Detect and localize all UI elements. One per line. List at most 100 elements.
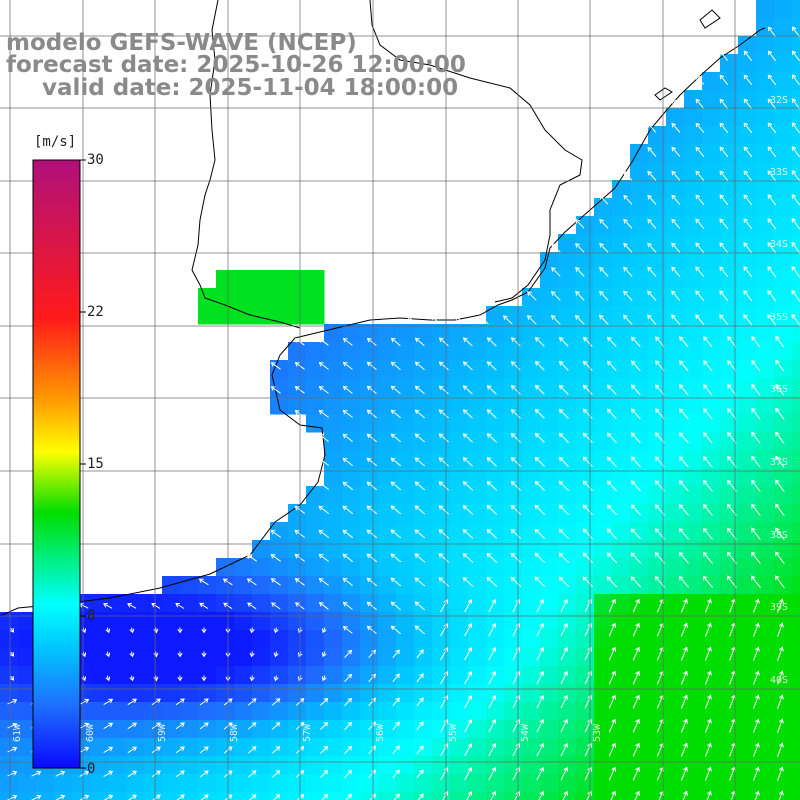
- wind-cell: [288, 270, 307, 289]
- wind-cell: [702, 486, 721, 505]
- wind-arrow: [390, 337, 401, 347]
- wind-cell: [774, 126, 793, 145]
- wind-cell: [792, 144, 800, 163]
- wind-cell: [756, 450, 775, 469]
- wind-arrow: [704, 622, 712, 637]
- wind-cell: [738, 522, 757, 541]
- wind-cell: [216, 270, 235, 289]
- wind-arrow: [414, 337, 425, 347]
- wind-arrow: [105, 627, 111, 634]
- wind-cell: [450, 594, 469, 613]
- wind-cell: [324, 414, 343, 433]
- wind-arrow: [558, 456, 569, 467]
- wind-arrow: [462, 577, 474, 587]
- lat-label: 40S: [770, 675, 789, 686]
- wind-cell: [702, 144, 721, 163]
- wind-cell: [792, 108, 800, 127]
- wind-cell: [378, 486, 397, 505]
- wind-cell: [612, 648, 631, 667]
- wind-arrow: [392, 769, 400, 779]
- wind-cell: [720, 558, 739, 577]
- wind-cell: [468, 342, 487, 361]
- wind-cell: [612, 414, 631, 433]
- wind-cell: [702, 540, 721, 559]
- wind-cell: [576, 792, 595, 800]
- wind-arrow: [583, 336, 593, 347]
- wind-cell: [324, 432, 343, 451]
- wind-arrow: [791, 74, 800, 86]
- wind-cell: [558, 612, 577, 631]
- wind-cell: [306, 774, 325, 793]
- wind-cell: [612, 756, 631, 775]
- wind-arrow: [703, 431, 713, 444]
- wind-cell: [576, 684, 595, 703]
- wind-arrow: [680, 694, 688, 709]
- wind-cell: [342, 450, 361, 469]
- wind-cell: [756, 468, 775, 487]
- wind-arrow: [536, 670, 544, 685]
- wind-cell: [252, 738, 271, 757]
- wind-cell: [306, 558, 325, 577]
- wind-arrow: [703, 408, 713, 420]
- wind-arrow: [486, 504, 498, 515]
- wind-cell: [702, 648, 721, 667]
- wind-arrow: [695, 314, 705, 326]
- wind-arrow: [632, 670, 640, 685]
- wind-arrow: [342, 481, 354, 491]
- wind-cell: [108, 720, 127, 739]
- wind-cell: [522, 558, 541, 577]
- wind-cell: [648, 576, 667, 595]
- wind-arrow: [703, 336, 713, 348]
- wind-arrow: [551, 267, 561, 277]
- wind-arrow: [318, 410, 329, 418]
- wind-cell: [252, 756, 271, 775]
- wind-cell: [612, 234, 631, 253]
- wind-cell: [720, 324, 739, 343]
- wind-arrow: [582, 552, 594, 564]
- wind-cell: [540, 540, 559, 559]
- wind-cell: [216, 774, 235, 793]
- wind-cell: [468, 432, 487, 451]
- wind-arrow: [79, 698, 90, 705]
- wind-cell: [738, 792, 757, 800]
- wind-arrow: [743, 266, 753, 278]
- wind-cell: [324, 468, 343, 487]
- wind-cell: [684, 162, 703, 181]
- wind-arrow: [390, 601, 401, 611]
- wind-cell: [576, 216, 595, 235]
- wind-cell: [630, 396, 649, 415]
- wind-cell: [90, 720, 109, 739]
- wind-cell: [774, 450, 793, 469]
- wind-cell: [378, 594, 397, 613]
- wind-cell: [612, 288, 631, 307]
- wind-cell: [702, 180, 721, 199]
- wind-cell: [666, 756, 685, 775]
- wind-cell: [90, 792, 109, 800]
- wind-cell: [594, 270, 613, 289]
- wind-cell: [558, 450, 577, 469]
- wind-arrow: [671, 314, 681, 326]
- wind-arrow: [416, 721, 424, 731]
- colorbar-tick-22: 22: [87, 304, 104, 320]
- wind-cell: [486, 756, 505, 775]
- wind-cell: [720, 576, 739, 595]
- wind-cell: [198, 288, 217, 307]
- wind-cell: [774, 522, 793, 541]
- wind-cell: [378, 684, 397, 703]
- wind-arrow: [606, 504, 617, 516]
- wind-arrow: [392, 697, 400, 707]
- wind-arrow: [321, 675, 327, 682]
- wind-cell: [684, 432, 703, 451]
- wind-cell: [702, 162, 721, 181]
- wind-cell: [630, 180, 649, 199]
- wind-cell: [738, 702, 757, 721]
- wind-arrow: [464, 719, 473, 733]
- wind-arrow: [754, 790, 760, 800]
- wind-cell: [234, 288, 253, 307]
- wind-cell: [414, 612, 433, 631]
- wind-arrow: [767, 170, 777, 182]
- wind-cell: [594, 756, 613, 775]
- wind-arrow: [551, 291, 561, 301]
